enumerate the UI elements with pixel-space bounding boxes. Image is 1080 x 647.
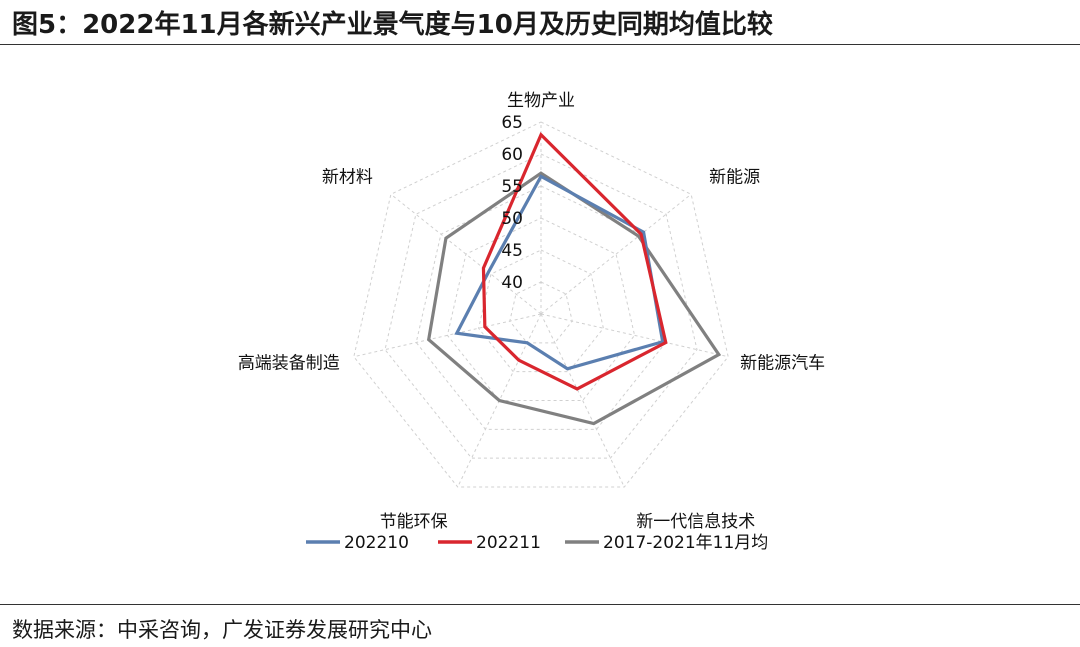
- category-label: 节能环保: [380, 512, 448, 532]
- category-label: 新材料: [322, 167, 373, 187]
- tick-label: 45: [501, 241, 523, 261]
- tick-label: 55: [501, 177, 523, 197]
- series-line-2: [426, 171, 722, 426]
- category-label: 生物产业: [507, 91, 575, 111]
- tick-label: 65: [501, 113, 523, 133]
- grid-ring-50: [446, 217, 636, 401]
- grid-spoke: [540, 313, 625, 488]
- series-line-0: [454, 174, 665, 371]
- legend-label: 202211: [476, 533, 541, 553]
- grid-spoke: [540, 193, 692, 315]
- radar-series: [426, 132, 722, 426]
- category-label: 高端装备制造: [238, 354, 340, 374]
- category-label: 新一代信息技术: [636, 512, 755, 532]
- radial-ticks: 40 45 50 55 60 65: [501, 113, 523, 293]
- legend-label: 2017-2021年11月均: [603, 533, 768, 553]
- grid-ring-65: [353, 121, 729, 488]
- series-line-1: [481, 132, 668, 391]
- source-rule: [0, 604, 1080, 605]
- title-rule: [0, 44, 1080, 45]
- category-label: 新能源汽车: [740, 354, 825, 374]
- grid-spoke: [353, 313, 542, 358]
- legend-label: 202210: [344, 533, 409, 553]
- grid-ring-40: [509, 281, 573, 344]
- category-label: 新能源: [709, 167, 760, 187]
- tick-label: 50: [501, 209, 523, 229]
- tick-label: 40: [501, 273, 523, 293]
- tick-label: 60: [501, 145, 523, 165]
- legend: 202210 202211 2017-2021年11月均: [306, 533, 768, 553]
- grid-spoke: [390, 193, 542, 315]
- grid-spoke: [540, 313, 729, 358]
- source-note: 数据来源：中采咨询，广发证券发展研究中心: [12, 618, 432, 642]
- page-title: 图5：2022年11月各新兴产业景气度与10月及历史同期均值比较: [12, 10, 773, 40]
